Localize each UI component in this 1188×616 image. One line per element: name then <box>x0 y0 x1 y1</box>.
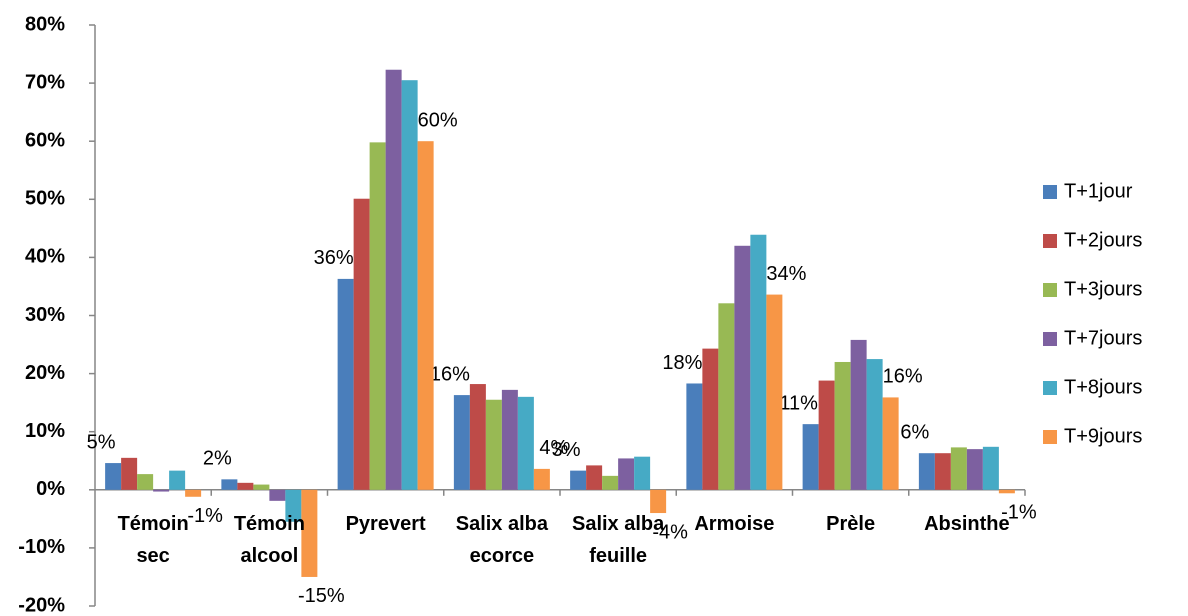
bar <box>866 359 883 490</box>
bar <box>105 463 122 490</box>
value-label: 18% <box>662 352 702 374</box>
legend-label: T+2jours <box>1064 229 1142 251</box>
x-tick-label: Absinthe <box>924 512 1010 535</box>
bar <box>237 482 254 490</box>
bar <box>934 453 951 490</box>
value-label: 5% <box>87 431 116 453</box>
y-tick-label: 40% <box>25 246 65 268</box>
legend-swatch <box>1043 381 1057 395</box>
bar <box>137 474 154 490</box>
bar <box>966 449 983 490</box>
legend-swatch <box>1043 283 1057 297</box>
value-label: 16% <box>430 363 470 385</box>
y-tick-label: 70% <box>25 71 65 93</box>
bar <box>982 446 999 490</box>
bar <box>453 395 470 490</box>
y-tick-label: 10% <box>25 420 65 442</box>
value-label: -15% <box>298 585 345 607</box>
bar <box>818 380 835 490</box>
bar <box>602 475 619 490</box>
legend-label: T+9jours <box>1064 425 1142 447</box>
bar <box>353 198 370 490</box>
legend-swatch <box>1043 332 1057 346</box>
bar <box>950 447 967 490</box>
y-tick-label: 20% <box>25 362 65 384</box>
y-tick-label: 0% <box>36 478 65 500</box>
x-tick-label: Témoin alcool <box>233 512 305 567</box>
legend-swatch <box>1043 430 1057 444</box>
bar <box>634 456 651 490</box>
x-tick-label: Salix alba feuille <box>571 512 665 567</box>
bar <box>882 397 899 490</box>
bar <box>485 399 502 490</box>
x-tick-label: Armoise <box>694 512 775 535</box>
bar <box>802 424 819 490</box>
value-label: 3% <box>552 439 581 461</box>
bar <box>185 489 202 497</box>
y-tick-label: -10% <box>18 536 65 558</box>
bar <box>401 80 418 490</box>
value-label: 60% <box>418 109 458 131</box>
bar <box>702 348 719 490</box>
bar <box>385 69 402 490</box>
bar <box>501 389 518 490</box>
bar <box>417 141 434 490</box>
bar <box>121 457 138 490</box>
legend-label: T+8jours <box>1064 376 1142 398</box>
y-tick-label: 50% <box>25 188 65 210</box>
x-tick-label: Pyrevert <box>345 512 426 535</box>
bar <box>517 396 534 490</box>
bar <box>153 489 170 492</box>
bar <box>469 384 486 490</box>
value-label: 6% <box>900 421 929 443</box>
bar <box>766 294 783 490</box>
bar <box>285 489 302 522</box>
value-label: 36% <box>314 247 354 269</box>
bar <box>686 383 703 490</box>
bar <box>850 339 867 490</box>
bar <box>301 489 318 577</box>
bar <box>998 489 1015 494</box>
x-tick-label: Salix alba ecorce <box>455 512 549 567</box>
y-tick-label: -20% <box>18 594 65 616</box>
bar <box>253 484 270 490</box>
value-label: -1% <box>187 505 223 527</box>
bar <box>650 489 667 514</box>
legend-label: T+3jours <box>1064 278 1142 300</box>
legend-swatch <box>1043 185 1057 199</box>
legend-label: T+1jour <box>1064 180 1133 202</box>
legend-swatch <box>1043 234 1057 248</box>
x-tick-label: Témoin sec <box>117 512 189 567</box>
y-tick-label: 30% <box>25 304 65 326</box>
bar <box>618 458 635 490</box>
value-label: 2% <box>203 448 232 470</box>
bar <box>169 470 186 490</box>
y-tick-label: 80% <box>25 13 65 35</box>
value-label: -1% <box>1001 502 1037 524</box>
bar <box>533 468 550 490</box>
x-tick-label: Prèle <box>826 512 876 535</box>
bar <box>221 479 238 490</box>
value-label: 34% <box>766 263 806 285</box>
bar <box>834 361 851 490</box>
bar <box>586 465 603 490</box>
bar <box>369 142 386 490</box>
legend-label: T+7jours <box>1064 327 1142 349</box>
bar <box>918 453 935 490</box>
bar <box>570 470 587 490</box>
value-label: -4% <box>652 521 688 543</box>
bar <box>750 234 767 490</box>
bar <box>734 245 751 490</box>
value-label: 11% <box>779 392 818 414</box>
bar <box>718 303 735 490</box>
value-label: 4% <box>539 437 568 459</box>
bar <box>337 278 354 490</box>
y-tick-label: 60% <box>25 129 65 151</box>
value-label: 16% <box>883 366 923 388</box>
bar <box>269 489 286 501</box>
